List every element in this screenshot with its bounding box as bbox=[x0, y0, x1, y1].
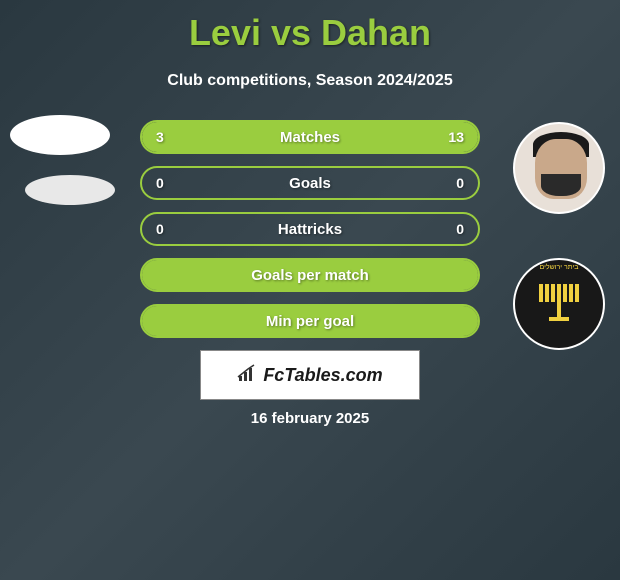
stat-label: Min per goal bbox=[266, 313, 354, 330]
stat-fill-right bbox=[205, 122, 478, 152]
stat-bar: 0 Goals 0 bbox=[140, 166, 480, 200]
stat-value-right: 13 bbox=[448, 129, 464, 145]
subtitle: Club competitions, Season 2024/2025 bbox=[0, 72, 620, 90]
stat-value-right: 0 bbox=[456, 221, 464, 237]
stat-value-left: 3 bbox=[156, 129, 164, 145]
team-right-badge: ביתר ירושלים bbox=[513, 258, 605, 350]
page-title: Levi vs Dahan bbox=[0, 0, 620, 54]
stat-bar: 3 Matches 13 bbox=[140, 120, 480, 154]
stat-label: Goals bbox=[289, 175, 331, 192]
player-right-avatar bbox=[513, 122, 605, 214]
brand-text: FcTables.com bbox=[263, 365, 382, 386]
stats-container: 3 Matches 13 0 Goals 0 0 Hattricks 0 Goals per ma… bbox=[140, 120, 480, 350]
stat-value-left: 0 bbox=[156, 221, 164, 237]
date-text: 16 february 2025 bbox=[0, 410, 620, 427]
badge-ring-text: ביתר ירושלים bbox=[515, 264, 603, 271]
brand-box[interactable]: FcTables.com bbox=[200, 350, 420, 400]
avatar-beard bbox=[541, 174, 581, 196]
stat-label: Goals per match bbox=[251, 267, 369, 284]
team-left-badge bbox=[25, 175, 115, 205]
stat-fill-left bbox=[142, 122, 205, 152]
stat-value-left: 0 bbox=[156, 175, 164, 191]
stat-value-right: 0 bbox=[456, 175, 464, 191]
player-left-avatar bbox=[10, 115, 110, 155]
stat-label: Matches bbox=[280, 129, 340, 146]
stat-bar: 0 Hattricks 0 bbox=[140, 212, 480, 246]
menorah-icon bbox=[534, 279, 584, 329]
stat-bar: Min per goal bbox=[140, 304, 480, 338]
stat-label: Hattricks bbox=[278, 221, 342, 238]
chart-icon bbox=[237, 364, 257, 387]
stat-bar: Goals per match bbox=[140, 258, 480, 292]
